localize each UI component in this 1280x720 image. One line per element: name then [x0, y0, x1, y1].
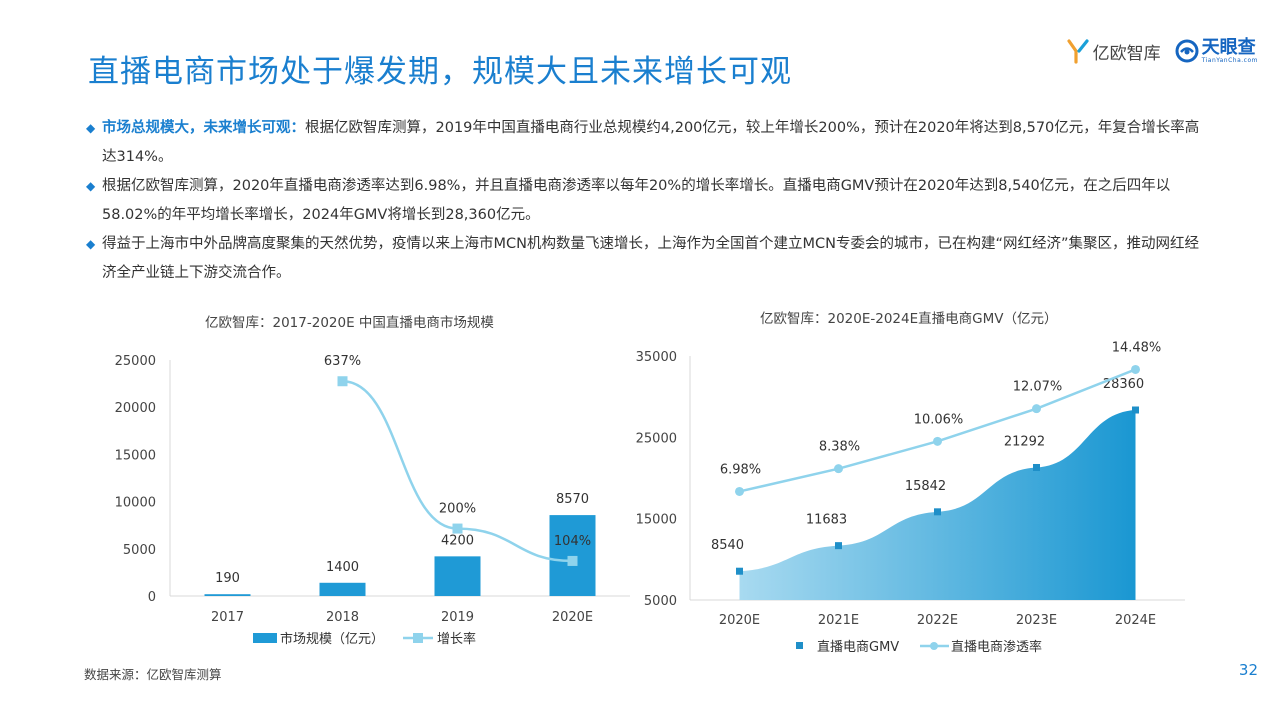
chart2-gmv-label: 8540: [711, 538, 744, 553]
chart1-legend-bar-label: 市场规模（亿元）: [280, 631, 384, 647]
chart2-legend-line-label: 直播电商渗透率: [951, 639, 1042, 655]
chart1-growth-point: [337, 376, 348, 387]
chart2-gmv-point: [1132, 406, 1139, 414]
chart2-legend-area-swatch: [796, 642, 803, 649]
chart1-legend-line-marker: [413, 633, 423, 643]
chart2-gmv-point: [736, 567, 743, 575]
chart1-y-tick-label: 25000: [115, 354, 156, 369]
chart1-y-tick-label: 20000: [115, 401, 156, 416]
chart1-bar: [319, 582, 366, 596]
chart1-legend-bar-swatch: [253, 633, 277, 643]
source-note: 数据来源：亿欧智库测算: [84, 667, 222, 682]
chart2-penetration-label: 14.48%: [1112, 340, 1162, 355]
yiou-logo-text: 亿欧智库: [1092, 43, 1161, 64]
chart2-gmv-label: 21292: [1004, 434, 1045, 449]
chart2-x-tick-label: 2022E: [917, 613, 958, 628]
diamond-bullet-icon: ◆: [86, 237, 96, 251]
bullet-text: 得益于上海市中外品牌高度聚集的天然优势，疫情以来上海市MCN机构数量飞速增长，上…: [102, 236, 1199, 281]
tianyancha-logo-text: 天眼查: [1201, 36, 1256, 58]
chart2-penetration-point: [735, 486, 744, 496]
chart2-x-tick-label: 2023E: [1016, 613, 1057, 628]
bullet-strong: 市场总规模大，未来增长可观：: [102, 120, 305, 136]
chart1-growth-label: 200%: [439, 502, 476, 517]
chart1-x-tick-label: 2020E: [552, 610, 593, 625]
chart1-y-tick-label: 0: [148, 590, 156, 605]
diamond-bullet-icon: ◆: [86, 121, 96, 135]
chart2-y-tick-label: 25000: [636, 431, 677, 446]
chart2-gmv-point: [835, 542, 842, 550]
chart1-growth-line: [342, 379, 573, 563]
yiou-logo: 亿欧智库: [1067, 38, 1161, 64]
chart2-penetration-point: [933, 436, 942, 446]
yiou-logo-icon: [1067, 39, 1089, 64]
bullet-text: 根据亿欧智库测算，2020年直播电商渗透率达到6.98%，并且直播电商渗透率以每…: [102, 178, 1171, 223]
bullet-text: 根据亿欧智库测算，2019年中国直播电商行业总规模约4,200亿元，较上年增长2…: [102, 120, 1200, 165]
chart2-gmv-area: [739, 410, 1136, 600]
chart1-x-tick-label: 2019: [441, 610, 474, 625]
diamond-bullet-icon: ◆: [86, 179, 96, 193]
tianyancha-logo-icon: [1175, 39, 1199, 63]
chart2-y-tick-label: 5000: [644, 594, 677, 609]
chart2-x-tick-label: 2021E: [818, 613, 859, 628]
bullet-item: ◆ 根据亿欧智库测算，2020年直播电商渗透率达到6.98%，并且直播电商渗透率以…: [86, 172, 1206, 230]
chart2-legend-line-marker: [930, 642, 938, 650]
bullet-item: ◆ 市场总规模大，未来增长可观：根据亿欧智库测算，2019年中国直播电商行业总规模…: [86, 114, 1206, 172]
tianyancha-logo: 天眼查 TianYanCha.com: [1175, 36, 1258, 64]
chart1-bar-label: 4200: [441, 533, 474, 548]
chart1-bar: [204, 594, 251, 596]
chart2-penetration-point: [1032, 404, 1041, 414]
chart2-gmv-label: 11683: [806, 513, 847, 528]
chart2-legend-area-label: 直播电商GMV: [817, 640, 899, 655]
chart2-gmv-point: [1033, 463, 1040, 471]
chart1-bar-label: 8570: [556, 492, 589, 507]
chart2-penetration-label: 12.07%: [1013, 380, 1063, 395]
chart1-title: 亿欧智库：2017-2020E 中国直播电商市场规模: [205, 315, 494, 331]
chart1-x-tick-label: 2018: [326, 610, 359, 625]
chart2-x-tick-label: 2024E: [1115, 613, 1156, 628]
bullet-item: ◆ 得益于上海市中外品牌高度聚集的天然优势，疫情以来上海市MCN机构数量飞速增长，…: [86, 230, 1206, 288]
logo-group: 亿欧智库 天眼查 TianYanCha.com: [1067, 38, 1258, 64]
chart2-x-tick-label: 2020E: [719, 613, 760, 628]
chart2-penetration-point: [1131, 364, 1140, 374]
chart2-title: 亿欧智库：2020E-2024E直播电商GMV（亿元）: [760, 311, 1058, 327]
market-size-chart: 0 5000 10000 15000 20000 25000 2017 2018 2019 202…: [115, 354, 630, 647]
chart2-penetration-label: 8.38%: [819, 440, 860, 455]
chart2-penetration-label: 6.98%: [720, 462, 761, 477]
chart2-y-tick-label: 35000: [636, 350, 677, 365]
bullet-list: ◆ 市场总规模大，未来增长可观：根据亿欧智库测算，2019年中国直播电商行业总规模…: [86, 114, 1206, 288]
chart2-penetration-point: [834, 464, 843, 474]
gmv-chart: 5000 15000 25000 35000 2020E 2021E 2022E 2023E 2…: [636, 340, 1185, 655]
chart2-gmv-point: [934, 508, 941, 516]
chart1-growth-point: [567, 555, 578, 566]
chart1-bar: [549, 515, 596, 596]
chart2-gmv-label: 15842: [905, 479, 946, 494]
chart1-bar-label: 190: [215, 571, 240, 586]
chart2-y-tick-label: 15000: [636, 513, 677, 528]
page-title: 直播电商市场处于爆发期，规模大且未来增长可观: [88, 54, 792, 90]
chart1-bar: [434, 556, 481, 596]
tianyancha-logo-subtext: TianYanCha.com: [1201, 56, 1258, 64]
chart2-penetration-label: 10.06%: [914, 412, 964, 427]
chart2-gmv-label: 28360: [1103, 377, 1144, 392]
chart1-growth-label: 637%: [324, 354, 361, 369]
chart1-legend-line-label: 增长率: [437, 631, 476, 647]
chart1-growth-label: 104%: [554, 534, 591, 549]
chart1-y-tick-label: 15000: [115, 448, 156, 463]
page-number: 32: [1238, 661, 1258, 679]
chart1-x-tick-label: 2017: [211, 610, 244, 625]
chart1-y-tick-label: 10000: [115, 496, 156, 511]
chart1-bar-label: 1400: [326, 560, 359, 575]
chart1-y-tick-label: 5000: [123, 543, 156, 558]
chart1-growth-point: [452, 523, 463, 534]
